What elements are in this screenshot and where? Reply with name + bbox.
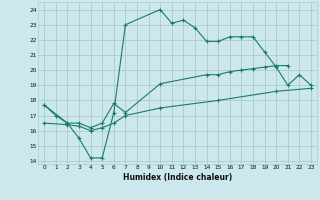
X-axis label: Humidex (Indice chaleur): Humidex (Indice chaleur)	[123, 173, 232, 182]
